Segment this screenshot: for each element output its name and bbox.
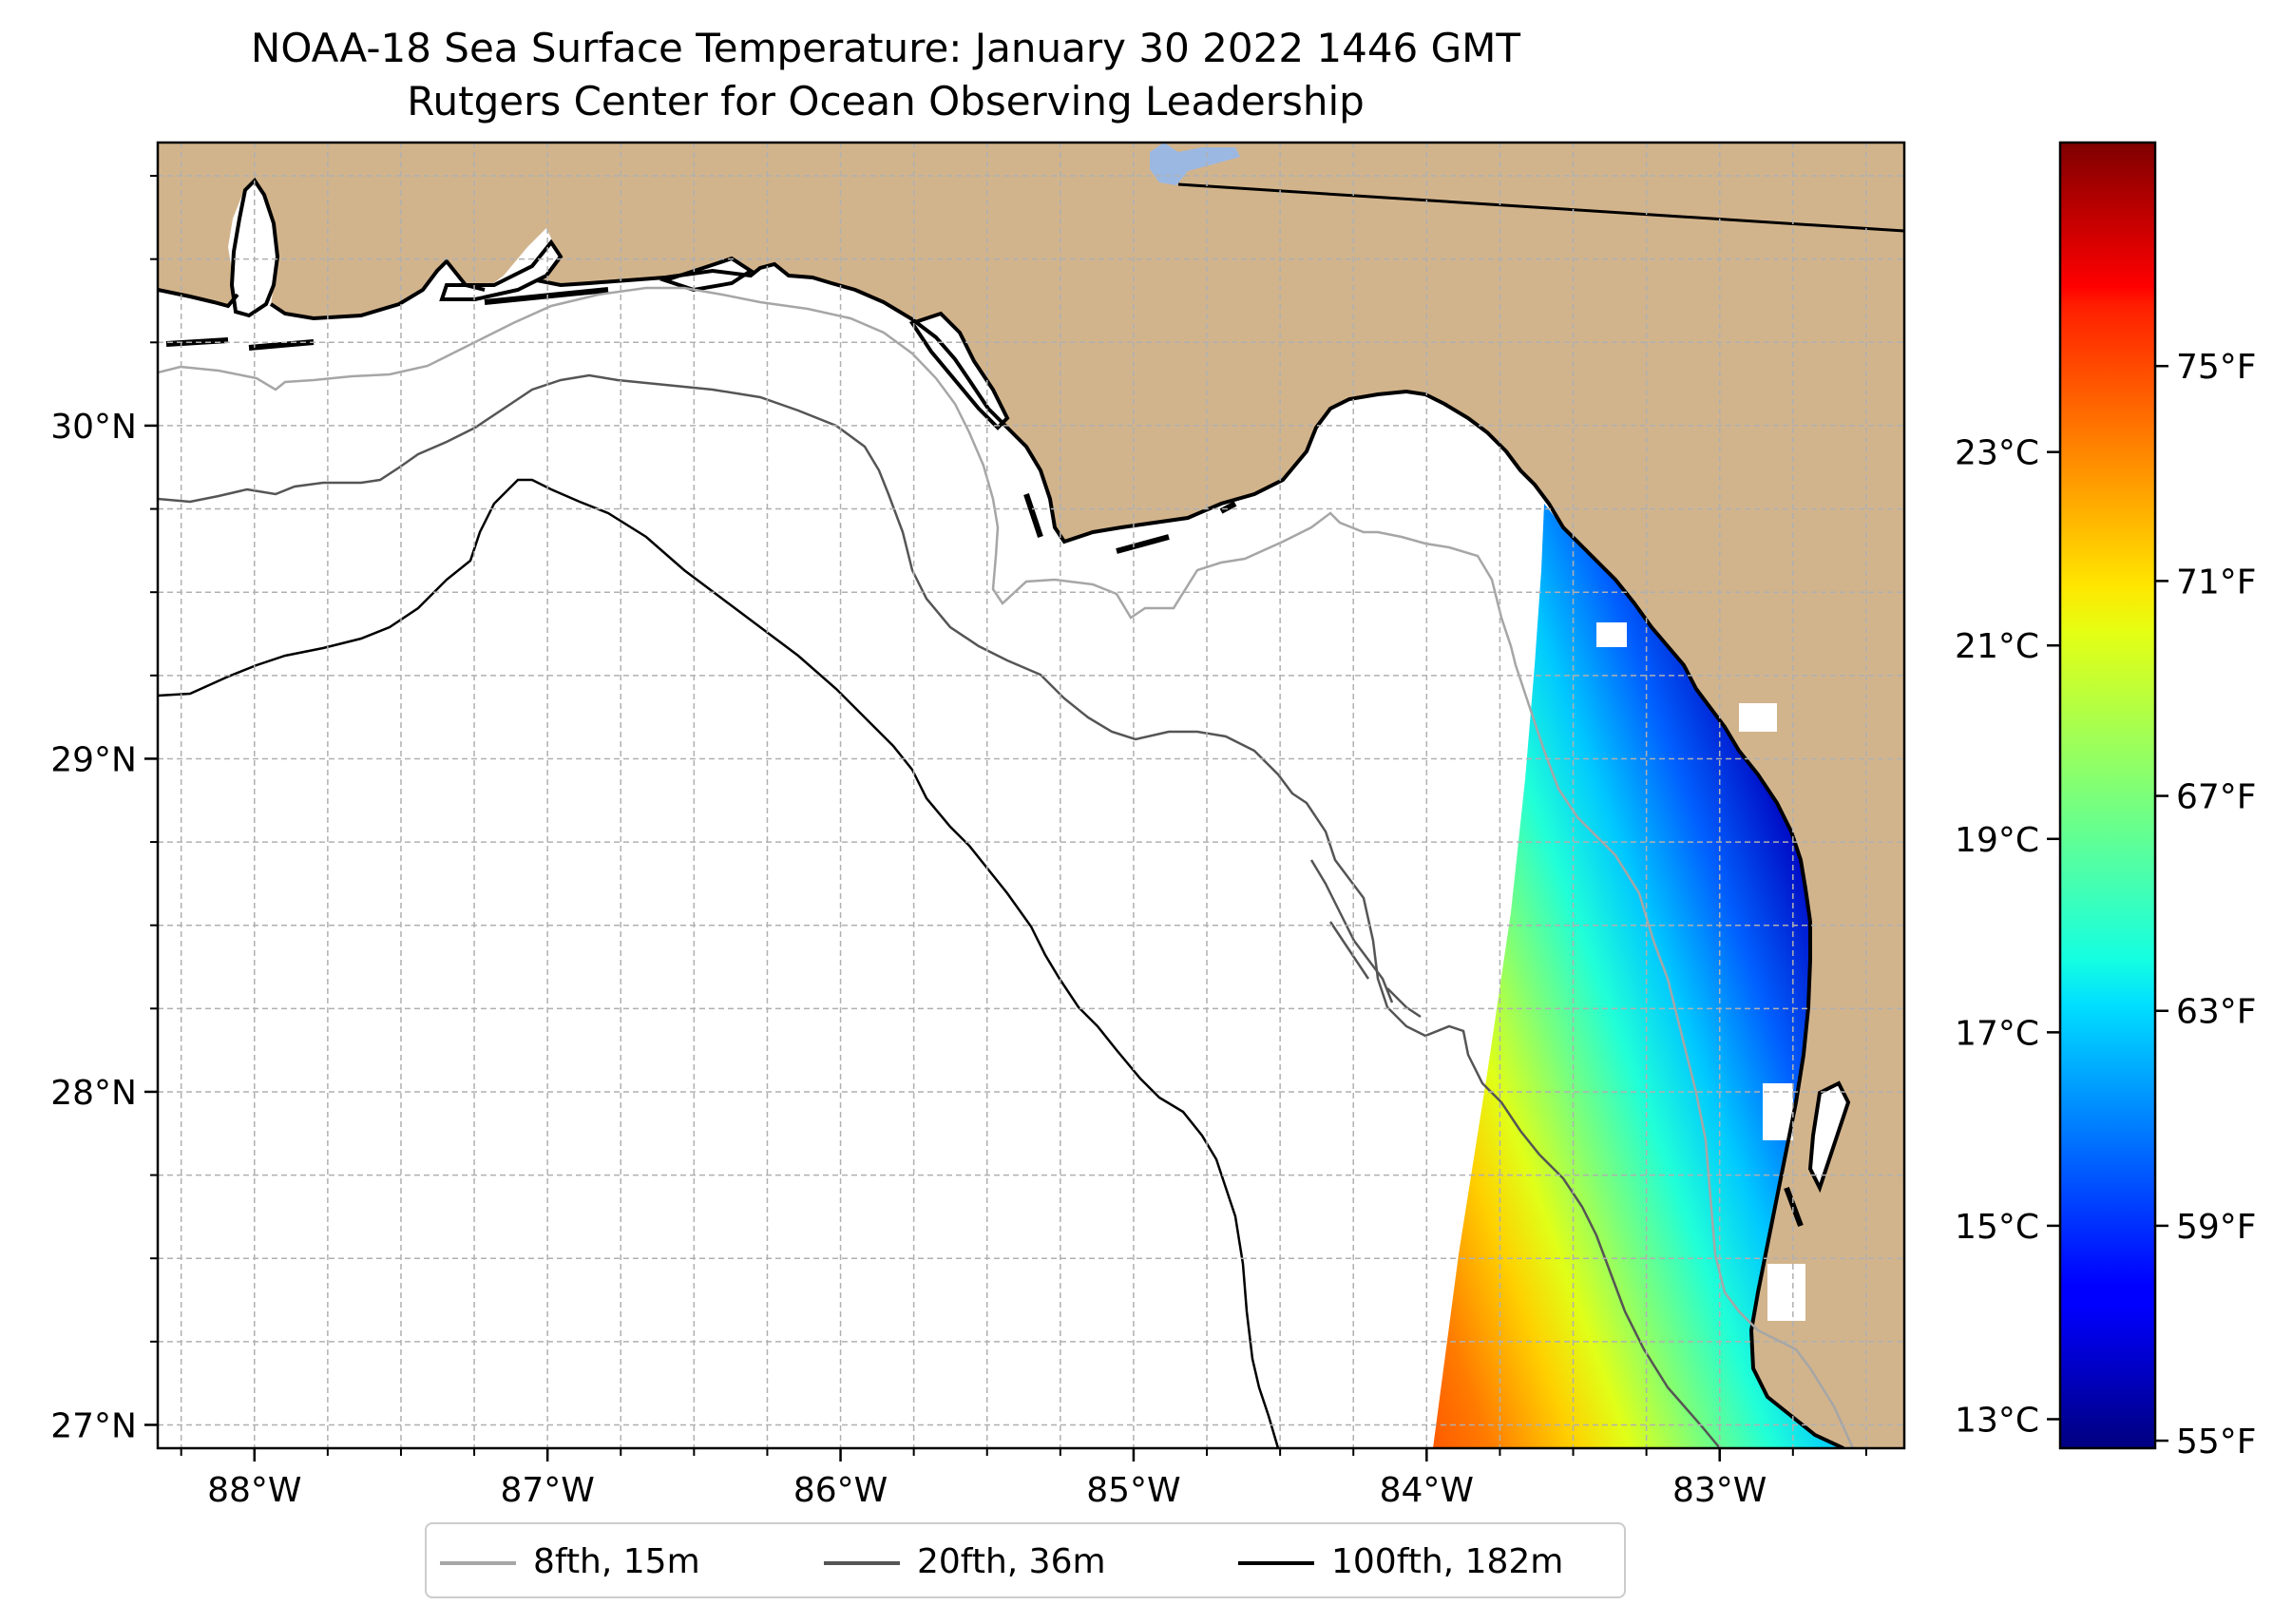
cloud-patch — [1739, 703, 1777, 732]
colorbar-label-f: 71°F — [2176, 563, 2257, 602]
legend-swatch-8fth — [440, 1561, 516, 1565]
colorbar-label-c: 17°C — [1955, 1014, 2039, 1053]
colorbar-label-f: 63°F — [2176, 993, 2257, 1032]
map-frame — [156, 141, 1906, 1450]
colorbar-label-c: 23°C — [1955, 434, 2039, 473]
tampa-bay — [1807, 1080, 1851, 1194]
legend-swatch-100fth — [1238, 1561, 1314, 1565]
lat-tick-label: 27°N — [50, 1406, 137, 1445]
lon-tick-label: 83°W — [1672, 1471, 1767, 1510]
map-title-line2: Rutgers Center for Ocean Observing Leade… — [407, 78, 1365, 124]
lon-tick-label: 84°W — [1380, 1471, 1474, 1510]
isobath-8fth — [158, 286, 1855, 1448]
colorbar-label-f: 55°F — [2176, 1423, 2257, 1462]
map-gridlines — [158, 143, 1904, 1448]
lon-tick-label: 88°W — [207, 1471, 301, 1510]
cloud-patch — [1763, 1083, 1793, 1140]
cloud-patch — [1596, 622, 1627, 647]
map-title-line1: NOAA-18 Sea Surface Temperature: January… — [250, 25, 1521, 71]
colorbar-label-f: 67°F — [2176, 778, 2257, 817]
lat-tick-label: 30°N — [50, 408, 137, 447]
isobath-20fth-islands — [1309, 859, 1422, 1019]
legend-swatch-20fth — [824, 1561, 900, 1565]
land-area — [158, 143, 1904, 1448]
colorbar-label-f: 59°F — [2176, 1208, 2257, 1247]
legend-label-100fth: 100fth, 182m — [1331, 1542, 1564, 1581]
colorbar-label-c: 13°C — [1955, 1401, 2039, 1440]
colorbar-axes: 13°C 15°C 17°C 19°C 21°C 23°C 55°F 59°F 63°F 67°F… — [1955, 348, 2256, 1462]
colorbar-label-c: 15°C — [1955, 1208, 2039, 1247]
isobath-100fth — [158, 478, 1280, 1448]
isobath-20fth — [158, 373, 1721, 1448]
lat-tick-label: 28°N — [50, 1074, 137, 1113]
coastline — [158, 258, 1844, 1448]
cloud-patch — [1767, 1264, 1805, 1321]
lon-tick-label: 86°W — [793, 1471, 888, 1510]
lon-tick-label: 85°W — [1086, 1471, 1180, 1510]
state-border-line — [1177, 182, 1904, 233]
legend-label-20fth: 20fth, 36m — [917, 1542, 1106, 1581]
isobath-legend: 8fth, 15m 20fth, 36m 100fth, 182m — [425, 1522, 1626, 1598]
lake-seminole — [1150, 143, 1240, 185]
lat-tick-label: 29°N — [50, 740, 137, 779]
colorbar-label-c: 21°C — [1955, 627, 2039, 666]
colorbar-gradient — [2058, 141, 2157, 1450]
sst-swath — [1433, 504, 1843, 1448]
colorbar-label-c: 19°C — [1955, 821, 2039, 860]
legend-label-8fth: 8fth, 15m — [533, 1542, 700, 1581]
map-axes: 88°W 87°W 86°W 85°W 84°W 83°W 27°N 28°N 29°N 30°N — [50, 175, 1867, 1510]
lon-tick-label: 87°W — [500, 1471, 594, 1510]
colorbar-label-f: 75°F — [2176, 348, 2257, 387]
